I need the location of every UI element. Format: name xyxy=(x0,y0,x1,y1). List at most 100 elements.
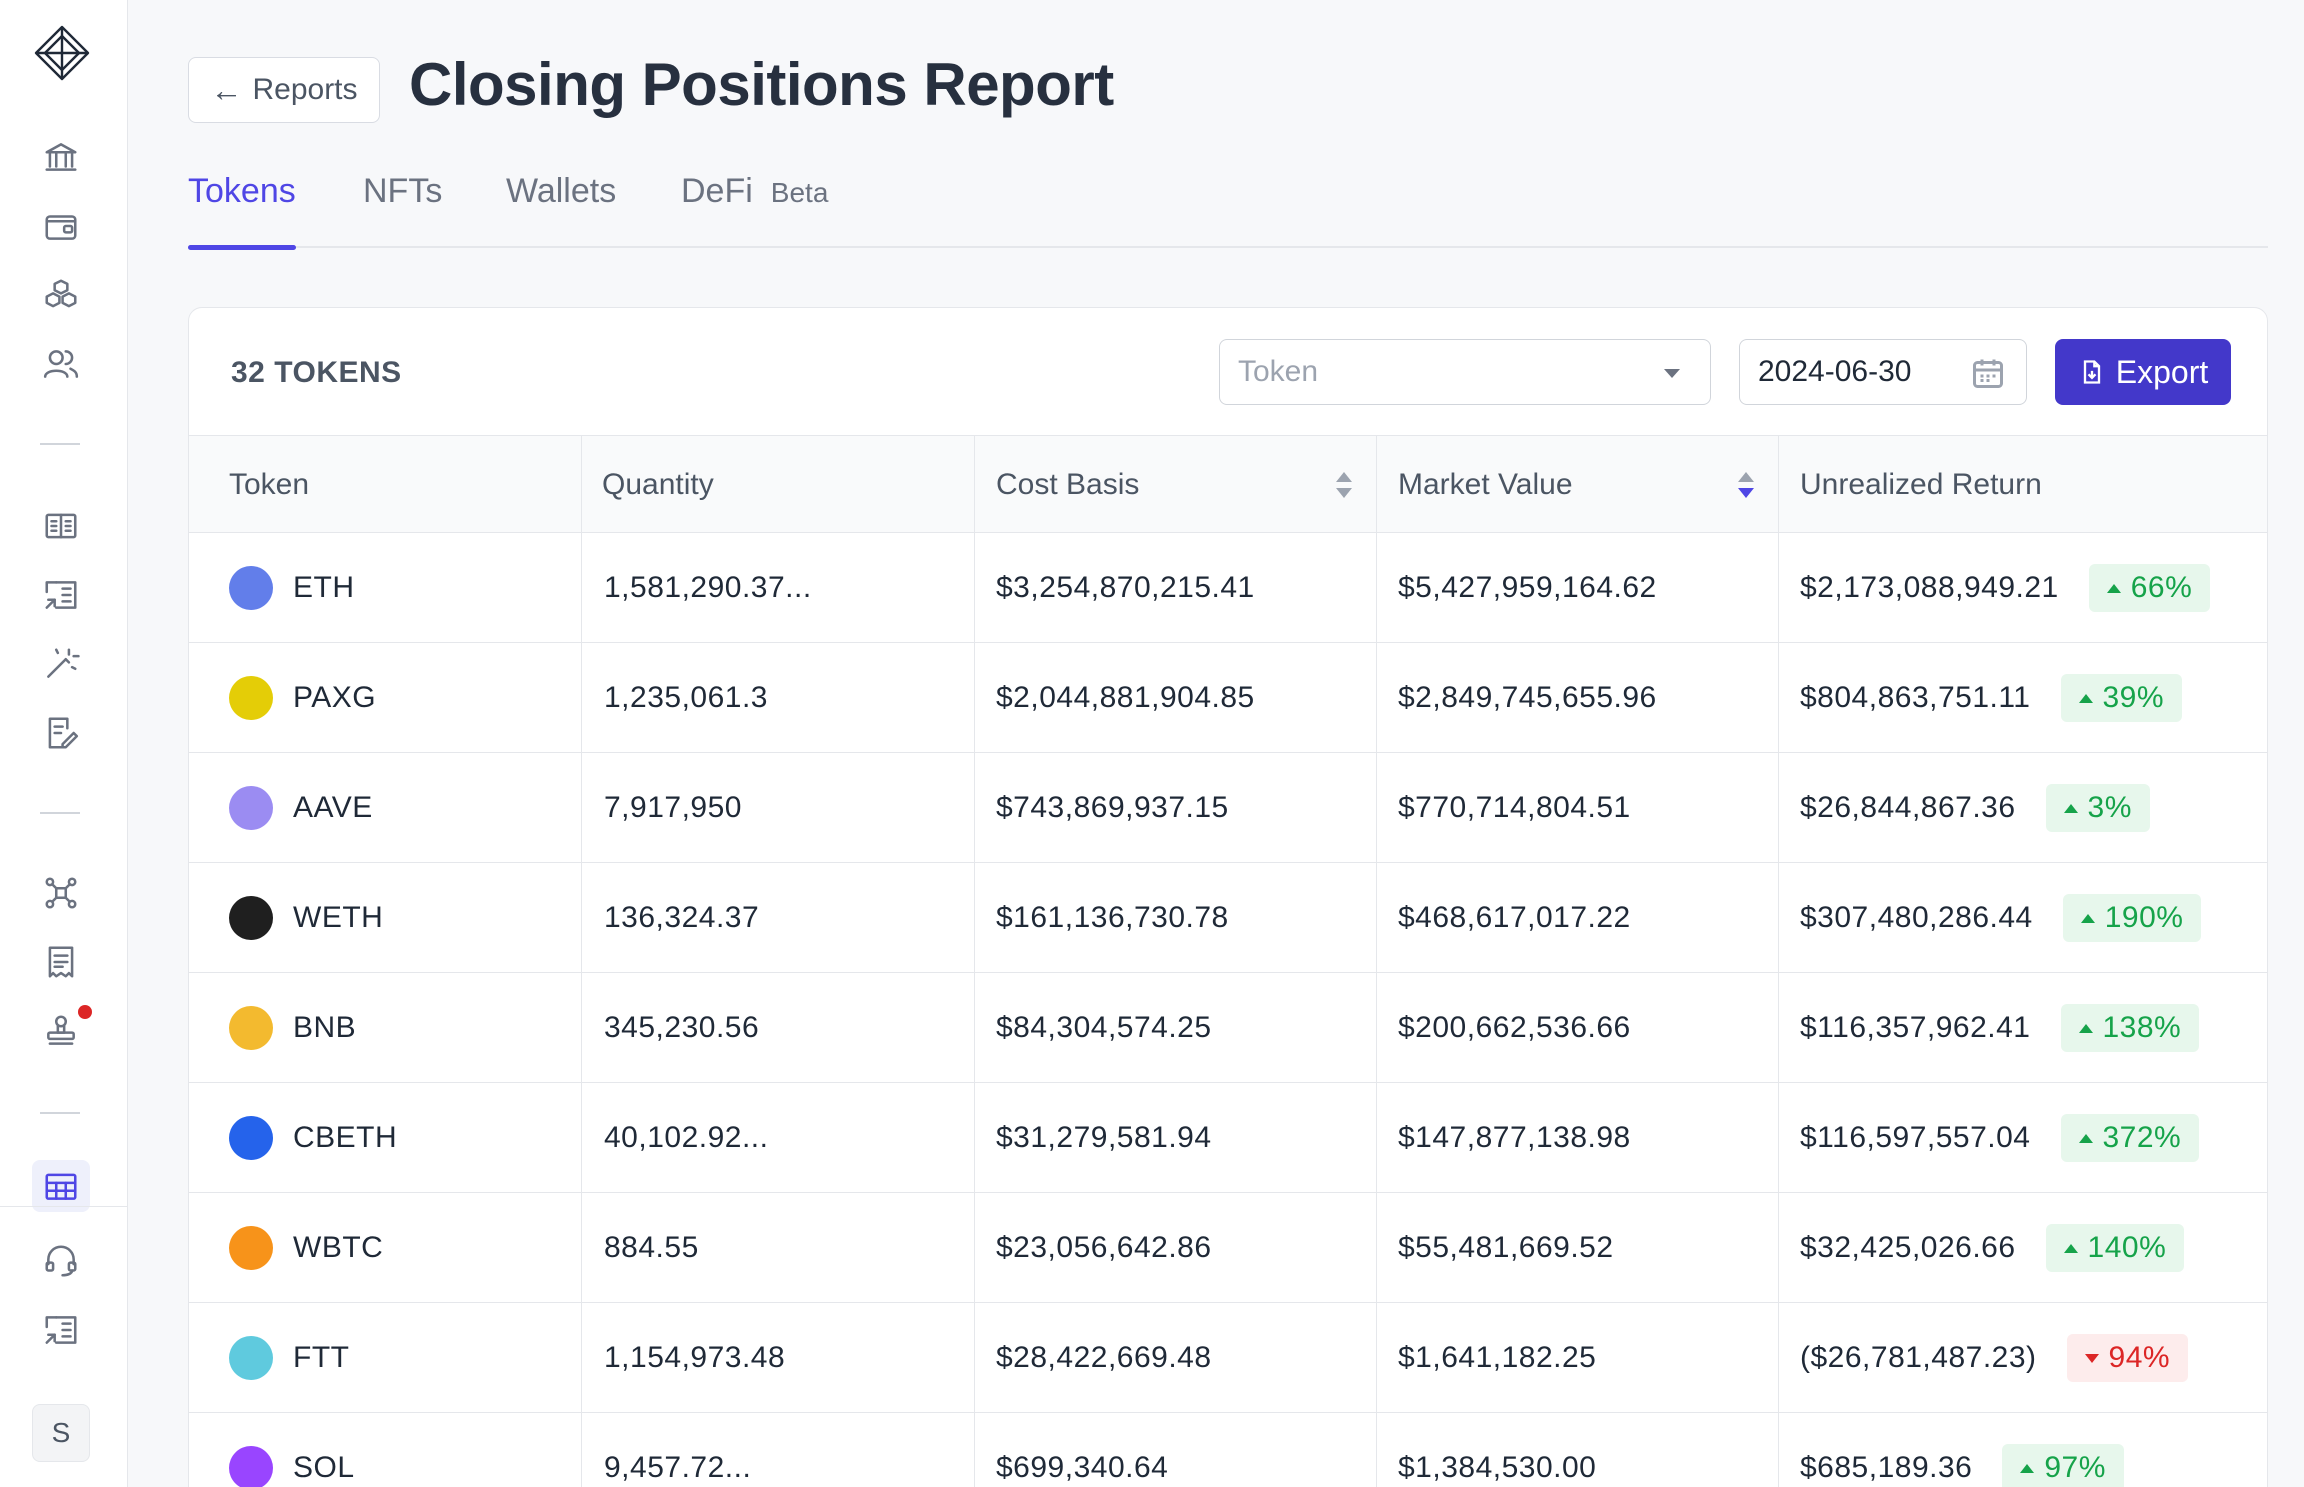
back-button-label: Reports xyxy=(252,73,358,106)
receipt-icon[interactable] xyxy=(40,941,82,983)
export-button[interactable]: Export xyxy=(2055,339,2231,405)
return-percent-badge: 66% xyxy=(2088,564,2211,612)
cell-unrealized-return: $2,173,088,949.21 66% xyxy=(1779,533,2267,643)
cell-market-value: $2,849,745,655.96 xyxy=(1377,643,1779,753)
wbtc-token-icon xyxy=(229,1226,273,1270)
market-value-value: $770,714,804.51 xyxy=(1398,791,1631,824)
table-row[interactable]: SOL 9,457.72... $699,340.64 $1,384,530.0… xyxy=(189,1413,2267,1487)
column-header-cost-basis[interactable]: Cost Basis xyxy=(975,436,1377,534)
cell-cost-basis: $84,304,574.25 xyxy=(975,973,1377,1083)
cell-cost-basis: $23,056,642.86 xyxy=(975,1193,1377,1303)
tab-label: Tokens xyxy=(188,172,296,210)
cell-market-value: $147,877,138.98 xyxy=(1377,1083,1779,1193)
cell-market-value: $55,481,669.52 xyxy=(1377,1193,1779,1303)
arrow-up-icon xyxy=(2080,913,2095,923)
return-percent-badge: 140% xyxy=(2045,1224,2185,1272)
table-header: Token Quantity Cost Basis Market Value U… xyxy=(189,435,2267,534)
network-icon[interactable] xyxy=(40,872,82,914)
arrow-up-icon xyxy=(2078,1023,2093,1033)
market-value-value: $55,481,669.52 xyxy=(1398,1231,1614,1264)
document-edit-icon[interactable] xyxy=(40,712,82,754)
cost-basis-value: $2,044,881,904.85 xyxy=(996,681,1255,714)
table-row[interactable]: CBETH 40,102.92... $31,279,581.94 $147,8… xyxy=(189,1083,2267,1193)
cell-quantity: 7,917,950 xyxy=(582,753,975,863)
cell-token: FTT xyxy=(189,1303,582,1413)
avatar[interactable]: S xyxy=(32,1404,90,1462)
date-picker[interactable]: 2024-06-30 xyxy=(1739,339,2027,405)
back-to-reports-button[interactable]: ← Reports xyxy=(188,57,380,123)
cell-quantity: 884.55 xyxy=(582,1193,975,1303)
tab-wallets[interactable]: Wallets xyxy=(506,166,616,248)
quantity-value: 884.55 xyxy=(604,1231,699,1264)
unrealized-value: $2,173,088,949.21 xyxy=(1800,571,2059,604)
bank-icon[interactable] xyxy=(40,136,82,178)
eth-token-icon xyxy=(229,566,273,610)
sort-desc-icon[interactable] xyxy=(1738,472,1754,500)
table-row[interactable]: PAXG 1,235,061.3 $2,044,881,904.85 $2,84… xyxy=(189,643,2267,753)
cell-market-value: $1,384,530.00 xyxy=(1377,1413,1779,1487)
cell-token: SOL xyxy=(189,1413,582,1487)
logo-icon[interactable] xyxy=(33,24,91,82)
wallet-icon[interactable] xyxy=(40,205,82,247)
cell-quantity: 345,230.56 xyxy=(582,973,975,1083)
token-filter-select[interactable]: Token xyxy=(1219,339,1711,405)
column-header-token[interactable]: Token xyxy=(189,436,582,534)
quantity-value: 1,154,973.48 xyxy=(604,1341,786,1374)
column-header-market-value[interactable]: Market Value xyxy=(1377,436,1779,534)
cost-basis-value: $3,254,870,215.41 xyxy=(996,571,1255,604)
cell-unrealized-return: ($26,781,487.23) 94% xyxy=(1779,1303,2267,1413)
cell-quantity: 136,324.37 xyxy=(582,863,975,973)
sort-icon[interactable] xyxy=(1336,472,1352,500)
table-row[interactable]: ETH 1,581,290.37... $3,254,870,215.41 $5… xyxy=(189,533,2267,643)
market-value-value: $1,641,182.25 xyxy=(1398,1341,1597,1374)
magic-wand-icon[interactable] xyxy=(40,643,82,685)
quantity-value: 1,581,290.37... xyxy=(604,571,812,604)
token-symbol: WBTC xyxy=(293,1231,384,1264)
column-header-unrealized-return[interactable]: Unrealized Return xyxy=(1779,436,2267,534)
return-percent: 66% xyxy=(2130,571,2193,604)
arrow-left-icon: ← xyxy=(210,71,243,108)
tab-label: DeFi xyxy=(681,172,753,210)
tab-bar: Tokens NFTs Wallets DeFi Beta xyxy=(188,166,2268,250)
return-percent: 372% xyxy=(2102,1121,2182,1154)
report-icon[interactable] xyxy=(40,574,82,616)
quantity-value: 1,235,061.3 xyxy=(604,681,768,714)
sidebar: S xyxy=(0,0,128,1487)
date-value: 2024-06-30 xyxy=(1758,355,1912,388)
table-row[interactable]: FTT 1,154,973.48 $28,422,669.48 $1,641,1… xyxy=(189,1303,2267,1413)
table-row[interactable]: WETH 136,324.37 $161,136,730.78 $468,617… xyxy=(189,863,2267,973)
unrealized-value: $804,863,751.11 xyxy=(1800,681,2031,714)
cell-cost-basis: $31,279,581.94 xyxy=(975,1083,1377,1193)
column-header-quantity[interactable]: Quantity xyxy=(582,436,975,534)
quantity-value: 136,324.37 xyxy=(604,901,760,934)
cubes-icon[interactable] xyxy=(40,274,82,316)
unrealized-value: $116,357,962.41 xyxy=(1800,1011,2031,1044)
tab-nfts[interactable]: NFTs xyxy=(363,166,442,248)
market-value-value: $147,877,138.98 xyxy=(1398,1121,1631,1154)
table-icon[interactable] xyxy=(32,1160,90,1212)
cell-token: ETH xyxy=(189,533,582,643)
support-icon[interactable] xyxy=(40,1240,82,1282)
unrealized-value: $26,844,867.36 xyxy=(1800,791,2016,824)
tab-tokens[interactable]: Tokens xyxy=(188,166,296,250)
return-percent: 3% xyxy=(2087,791,2132,824)
cell-token: PAXG xyxy=(189,643,582,753)
notification-dot xyxy=(78,1005,92,1019)
cell-market-value: $468,617,017.22 xyxy=(1377,863,1779,973)
quantity-value: 9,457.72... xyxy=(604,1451,752,1484)
table-row[interactable]: BNB 345,230.56 $84,304,574.25 $200,662,5… xyxy=(189,973,2267,1083)
cost-basis-value: $743,869,937.15 xyxy=(996,791,1229,824)
stamp-icon[interactable] xyxy=(40,1010,82,1052)
return-percent: 190% xyxy=(2104,901,2184,934)
users-icon[interactable] xyxy=(40,343,82,385)
ledger-icon[interactable] xyxy=(40,505,82,547)
tab-defi[interactable]: DeFi Beta xyxy=(681,166,828,248)
token-symbol: PAXG xyxy=(293,681,377,714)
unrealized-value: $116,597,557.04 xyxy=(1800,1121,2031,1154)
table-row[interactable]: AAVE 7,917,950 $743,869,937.15 $770,714,… xyxy=(189,753,2267,863)
unrealized-value: $307,480,286.44 xyxy=(1800,901,2033,934)
return-percent: 94% xyxy=(2108,1341,2171,1374)
cell-token: CBETH xyxy=(189,1083,582,1193)
table-row[interactable]: WBTC 884.55 $23,056,642.86 $55,481,669.5… xyxy=(189,1193,2267,1303)
report-icon[interactable] xyxy=(40,1309,82,1351)
